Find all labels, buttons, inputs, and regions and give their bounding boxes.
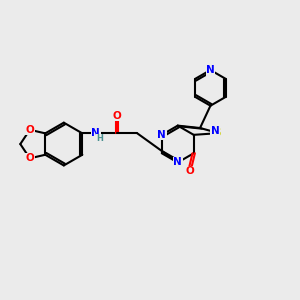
- Text: O: O: [26, 153, 34, 163]
- Text: O: O: [26, 125, 34, 135]
- Text: N: N: [206, 65, 215, 75]
- Text: O: O: [186, 166, 194, 176]
- Text: N: N: [158, 130, 166, 140]
- Text: H: H: [96, 134, 103, 143]
- Text: N: N: [211, 126, 219, 136]
- Text: S: S: [213, 128, 220, 138]
- Text: N: N: [173, 158, 182, 167]
- Text: O: O: [113, 110, 122, 121]
- Text: N: N: [91, 128, 100, 138]
